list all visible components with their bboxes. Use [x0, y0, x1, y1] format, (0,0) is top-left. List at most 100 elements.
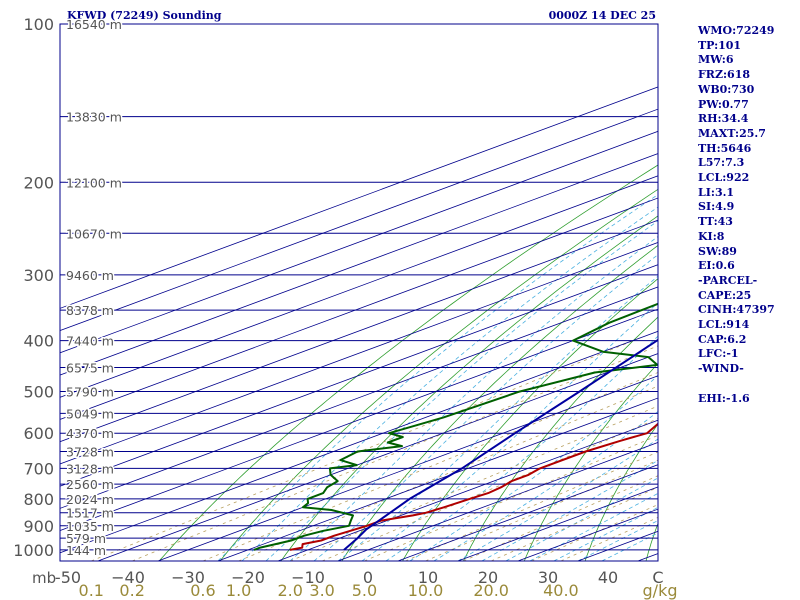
- moist-adiabat: [313, 254, 658, 561]
- dry-adiabat: [219, 188, 658, 561]
- isotherm: [60, 308, 658, 532]
- pressure-tick-label: 200: [23, 173, 54, 192]
- isotherm: [60, 330, 658, 554]
- index-line: PW:0.77: [698, 97, 749, 111]
- height-label: 5790 m: [66, 385, 114, 400]
- isotherm: [60, 175, 658, 398]
- index-line: L57:7.3: [698, 156, 745, 170]
- pressure-tick-label: 900: [23, 517, 54, 536]
- dry-adiabat: [584, 423, 658, 561]
- index-line: MW:6: [698, 53, 734, 67]
- index-line: WMO:72249: [698, 24, 775, 37]
- mixing-ratio-label: 0.1: [79, 581, 104, 600]
- pressure-tick-label: 700: [23, 459, 54, 478]
- index-line: EI:0.6: [698, 259, 735, 273]
- isotherm: [60, 219, 658, 443]
- temperature-tick-label: −20: [231, 568, 265, 587]
- moist-adiabat: [241, 206, 658, 561]
- mixing-ratio-label: 0.6: [190, 581, 215, 600]
- index-line: RH:34.4: [698, 112, 749, 126]
- moist-adiabat: [457, 438, 658, 561]
- temperature-unit-label: C: [652, 568, 663, 587]
- temperature-tick-label: −10: [291, 568, 325, 587]
- temperature-tick-label: −40: [111, 568, 145, 587]
- dry-adiabat: [463, 316, 658, 561]
- pressure-tick-label: 800: [23, 490, 54, 509]
- temperature-tick-label: 20: [478, 568, 498, 587]
- isotherm: [60, 86, 658, 309]
- moist-adiabat: [289, 235, 658, 561]
- index-line: -WIND-: [698, 362, 744, 376]
- chart-title: KFWD (72249) Sounding: [67, 9, 222, 22]
- isotherm: [60, 242, 658, 465]
- index-line: LCL:922: [698, 171, 750, 185]
- isotherm: [337, 442, 658, 561]
- index-line: [698, 377, 798, 392]
- moist-adiabat: [577, 520, 658, 561]
- dry-adiabat: [280, 215, 658, 561]
- index-line: CAP:6.2: [698, 332, 747, 346]
- dry-adiabat: [402, 278, 658, 561]
- index-line: WB0:730: [698, 82, 755, 96]
- sounding-indices: WMO:72249 TP:101 MW:6 FRZ:618 WB0:730 PW:0.77…: [698, 24, 798, 406]
- plot-frame: [59, 23, 659, 562]
- isotherm: [60, 197, 658, 420]
- height-label: 579 m: [66, 531, 106, 546]
- moist-adiabat: [385, 335, 658, 561]
- height-label: 3128 m: [66, 461, 114, 476]
- index-line: TH:5646: [698, 141, 752, 155]
- moist-adiabat: [217, 194, 658, 561]
- index-line: LI:3.1: [698, 185, 735, 199]
- pressure-tick-label: 500: [23, 383, 54, 402]
- isotherm: [277, 419, 658, 561]
- pressure-tick-label: 300: [23, 266, 54, 285]
- temperature-tick-label: -50: [55, 568, 81, 587]
- isotherm: [157, 375, 658, 561]
- temperature-tick-label: 30: [538, 568, 558, 587]
- height-label: 13830 m: [66, 110, 122, 125]
- index-line: CINH:47397: [698, 303, 775, 317]
- height-label: 3728 m: [66, 444, 114, 459]
- height-label: 10670 m: [66, 226, 122, 241]
- mixing-ratio-label: 5.0: [352, 581, 377, 600]
- mixing-ratio-line: [238, 385, 658, 561]
- mixing-ratio-line: [463, 475, 658, 561]
- temperature-tick-label: 10: [418, 568, 438, 587]
- temperature-tick-label: 40: [598, 568, 618, 587]
- mixing-ratio-label: 10.0: [408, 581, 444, 600]
- mixing-ratio-line: [202, 372, 658, 561]
- mixing-ratio-unit-label: g/kg: [643, 581, 678, 600]
- chart-time: 0000Z 14 DEC 25: [548, 9, 656, 22]
- height-label: 4370 m: [66, 426, 114, 441]
- temperature-tick-label: 0: [363, 568, 373, 587]
- pressure-tick-label: 400: [23, 332, 54, 351]
- height-label: 1035 m: [66, 519, 114, 534]
- mixing-ratio-line: [132, 345, 658, 561]
- background-lines: [60, 86, 658, 561]
- mixing-ratio-label: 20.0: [473, 581, 509, 600]
- mixing-ratio-line: [290, 405, 658, 561]
- isotherm: [60, 264, 658, 487]
- mixing-ratio-line: [425, 459, 658, 561]
- height-label: 2560 m: [66, 477, 114, 492]
- isobars: [60, 23, 658, 562]
- mixing-ratio-label: 0.2: [119, 581, 144, 600]
- index-line: CAPE:25: [698, 288, 752, 302]
- isotherm: [97, 353, 658, 561]
- index-line: LFC:-1: [698, 347, 739, 361]
- index-line: TP:101: [698, 38, 742, 52]
- dry-adiabat: [341, 244, 658, 561]
- pressure-unit-label: mb: [32, 569, 56, 587]
- height-label: 5049 m: [66, 406, 114, 421]
- isotherm: [217, 397, 658, 561]
- mixing-ratio-label: 3.0: [309, 581, 334, 600]
- moist-adiabat: [553, 506, 658, 561]
- mixing-ratio-label: 2.0: [277, 581, 302, 600]
- dry-adiabat: [523, 362, 658, 561]
- isotherm: [60, 108, 658, 332]
- height-label: 6575 m: [66, 360, 114, 375]
- mixing-ratio-line: [321, 418, 658, 561]
- index-line: EHI:-1.6: [698, 391, 750, 405]
- height-label: 8378 m: [66, 303, 114, 318]
